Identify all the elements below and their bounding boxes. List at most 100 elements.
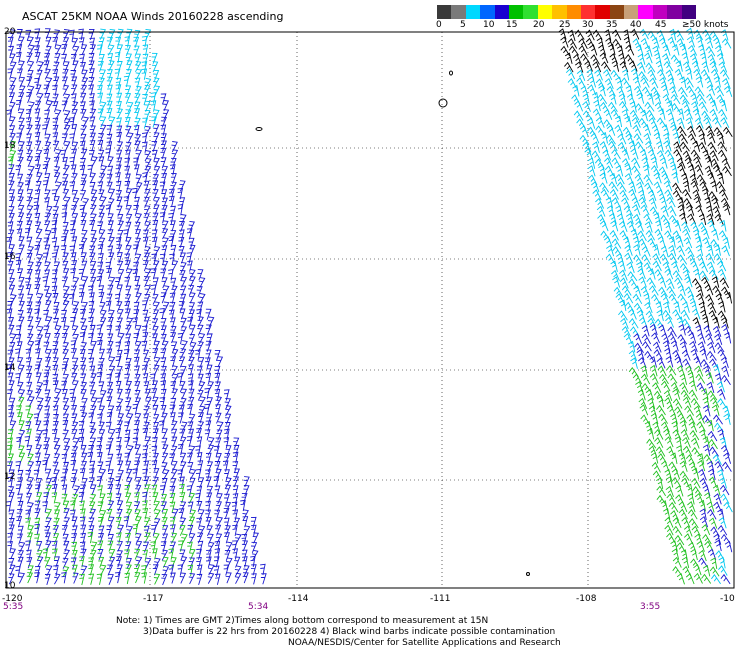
wind-barb [46,100,54,112]
wind-barb [703,325,713,337]
wind-barb [71,364,79,376]
wind-barb [80,460,88,472]
wind-barb [89,132,96,144]
wind-barb [125,468,133,480]
wind-barb [26,236,33,248]
wind-barb [692,278,702,289]
wind-barb [690,548,698,561]
wind-barb [707,141,717,153]
wind-barb [70,285,77,297]
wind-barb [64,140,71,153]
wind-barb [697,459,706,472]
map-title: ASCAT 25KM NOAA Winds 20160228 ascending [22,10,284,23]
wind-barb [612,29,622,41]
wind-barb [34,565,41,578]
wind-barb [674,277,684,288]
wind-barb [63,461,70,474]
wind-barb [665,108,675,120]
wind-barb [114,51,121,64]
wind-barb [679,94,690,105]
wind-barb [53,308,59,320]
wind-barb [62,222,69,234]
wind-barb [45,517,52,529]
wind-barb [171,420,178,432]
wind-barb [25,421,32,433]
wind-barb [26,372,33,385]
wind-barb [115,172,121,184]
wind-barb [142,260,149,272]
wind-barb [89,182,96,194]
wind-barb [97,413,103,425]
wind-barb [27,60,35,72]
wind-barb [115,236,122,249]
wind-barb [709,99,718,112]
wind-barb [635,220,644,232]
wind-barb [80,92,87,104]
wind-barb [606,124,616,136]
wind-barb [16,436,22,449]
wind-barb [63,357,70,369]
wind-barb [628,340,636,353]
lon-label: -120 [2,594,23,604]
wind-barb [80,173,88,186]
wind-barbs [5,27,733,586]
wind-barb [60,316,67,329]
wind-barb [215,533,223,545]
wind-barb [709,150,719,161]
wind-barb [718,108,728,120]
wind-barb [124,260,131,272]
wind-barb [705,125,715,137]
wind-barb [134,412,142,424]
wind-barb [688,461,698,473]
wind-barb [161,245,168,257]
wind-barb [63,124,71,136]
wind-barb [217,421,224,433]
wind-barb [692,108,702,120]
wind-barb [98,212,105,224]
colorbar-swatch [667,5,682,19]
wind-barb [196,548,202,560]
wind-barb [35,317,42,329]
wind-barb [18,36,25,48]
wind-barb [160,485,166,497]
wind-barb [142,172,148,184]
wind-barb [641,254,651,265]
wind-barb [215,404,221,416]
wind-barb [26,428,32,440]
wind-barb [7,349,14,361]
wind-barb [116,500,124,512]
wind-barb [78,420,85,433]
wind-barb [687,133,698,144]
wind-barb [642,124,652,136]
wind-barb [632,236,640,248]
wind-barb [17,212,25,224]
wind-barb [51,540,58,552]
wind-barb [152,348,159,360]
wind-barb [178,236,185,248]
wind-barb [24,435,31,448]
wind-barb [631,196,641,208]
wind-barb [151,116,157,128]
wind-barb [659,157,668,169]
wind-barb [51,277,58,290]
wind-barb [662,301,671,313]
wind-barb [611,157,621,168]
wind-barb [720,117,730,128]
wind-barb [34,244,41,257]
wind-barb [61,453,68,465]
wind-barb [52,84,58,97]
wind-barb [682,565,692,577]
wind-barb [665,277,675,289]
wind-barb [707,430,718,442]
wind-barb [697,341,707,353]
wind-barb [624,252,634,264]
wind-barb [97,364,104,376]
wind-barb [52,101,59,113]
wind-barb [685,67,693,80]
wind-barb [161,228,169,240]
wind-barb [54,333,61,345]
wind-barb [79,140,86,153]
wind-barb [664,436,674,448]
wind-barb [178,356,186,368]
wind-barb [720,573,731,585]
